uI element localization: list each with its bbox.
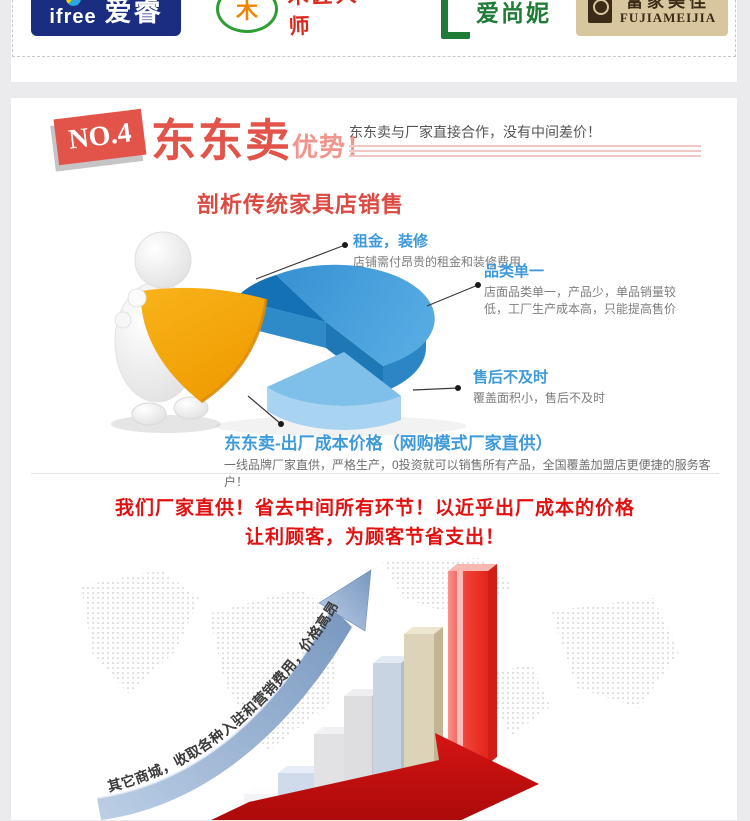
callout-desc: 店面品类单一，产品少，单品销量较低，工厂生产成本高，只能提高售价 <box>484 285 677 316</box>
brand-name-cn: 爱睿 <box>104 0 163 27</box>
section-subtitle: 东东卖与厂家直接合作，没有中间差价！ <box>349 124 601 140</box>
callout-title: 东东卖-出厂成本价格（网购模式厂家直供） <box>224 434 553 453</box>
brand-logo-aishin: AISHIN 爱尚妮 <box>441 0 571 39</box>
decorative-stripe-rule <box>349 145 701 157</box>
growth-arrow-blue <box>96 569 372 820</box>
brand-logo-mujiang-dashi: 木 木匠大师 <box>216 0 381 39</box>
section-divider <box>31 473 719 474</box>
bar-7-red-tallest <box>448 564 497 764</box>
brand-bar: ifree 爱睿 木 木匠大师 AISHIN 爱尚妮 富家美佳 FUJIAMEI… <box>10 0 738 83</box>
section-title: 东东卖优势！ <box>151 104 373 169</box>
person-hands <box>114 288 147 329</box>
person-head <box>134 231 192 289</box>
globe-sphere-icon <box>65 0 81 6</box>
brand-logo-row: ifree 爱睿 木 木匠大师 AISHIN 爱尚妮 富家美佳 FUJIAMEI… <box>11 0 737 39</box>
pie-orange-slice <box>140 287 268 404</box>
callout-factory-price: 东东卖-出厂成本价格（网购模式厂家直供） 一线品牌厂家直供，严格生产，0投资就可… <box>224 429 724 491</box>
red-forward-arrow <box>211 733 539 820</box>
promo-line2: 让利顾客，为顾客节省支出！ <box>244 527 505 548</box>
pie-light-slice <box>267 352 401 430</box>
ifree-wordmark: ifree <box>49 0 96 27</box>
callout-aftersale: 售后不及时 覆盖面积小，售后不及时 <box>473 366 605 407</box>
fujiameijia-wordmark: 富家美佳 FUJIAMEIJIA <box>620 0 716 25</box>
pie-dark-slice <box>235 275 326 322</box>
world-map-dots <box>81 558 679 752</box>
brand-logo-fujiameijia: 富家美佳 FUJIAMEIJIA <box>576 0 728 36</box>
section-title-text: 东东卖 <box>151 115 293 166</box>
callout-title: 品类单一 <box>484 263 545 280</box>
callout-title: 售后不及时 <box>473 369 549 386</box>
callout-desc: 一线品牌厂家直供，严格生产，0投资就可以销售所有产品，全国覆盖加盟店更便捷的服务… <box>224 458 711 489</box>
pie-chart-heading: 剖析传统家具店销售 <box>197 192 405 217</box>
green-bracket-icon <box>441 0 470 39</box>
callout-category: 品类单一 店面品类单一，产品少，单品销量较低，工厂生产成本高，只能提高售价 <box>484 260 689 318</box>
brand-logo-ifree: ifree 爱睿 <box>31 0 181 36</box>
callout-connectors <box>247 244 479 425</box>
pie-chart-graphic <box>111 231 481 436</box>
wood-character-mark: 木 <box>236 0 259 23</box>
pie-chart-figure: 租金，装修 店铺需付昂贵的租金和装修费用 品类单一 店面品类单一，产品少，单品销… <box>11 224 737 489</box>
medal-emblem-icon <box>587 0 612 23</box>
brand-name-cn: 爱尚妮 <box>476 0 551 26</box>
callout-desc: 覆盖面积小，售后不及时 <box>473 391 606 405</box>
aishin-wordmark: AISHIN 爱尚妮 <box>476 0 552 25</box>
brand-name-cn: 富家美佳 <box>625 0 710 11</box>
brand-bar-dashed-border <box>12 0 736 57</box>
advantage-section: NO.4 东东卖优势！ 东东卖与厂家直接合作，没有中间差价！ 剖析传统家具店销售 <box>10 97 738 821</box>
brand-name-cn: 木匠大师 <box>287 0 360 39</box>
callout-rent: 租金，装修 店铺需付昂贵的租金和装修费用 <box>353 230 521 271</box>
callout-desc: 店铺需付昂贵的租金和装修费用 <box>353 255 522 269</box>
pie-main-slice <box>235 264 435 392</box>
callout-dots <box>278 242 481 427</box>
growth-chart-graphic: 其它商城，收取各种入驻和营销费用，价格高昂 <box>81 558 679 820</box>
brand-name-en: ifree <box>49 6 97 28</box>
green-ellipse-icon: 木 <box>216 0 279 33</box>
section-number-badge: NO.4 <box>53 108 147 166</box>
person-shadow <box>111 415 221 433</box>
promo-text: 我们厂家直供！省去中间所有环节！以近乎出厂成本的价格 让利顾客，为顾客节省支出！ <box>11 494 737 552</box>
callout-title: 租金，装修 <box>353 233 429 250</box>
brand-name-en: FUJIAMEIJIA <box>619 10 717 26</box>
brand-name-en: AISHIN <box>476 0 552 1</box>
promo-line1: 我们厂家直供！省去中间所有环节！以近乎出厂成本的价格 <box>114 498 635 519</box>
growth-chart-figure: 其它商城，收取各种入驻和营销费用，价格高昂 <box>11 556 737 820</box>
bar-6-beige <box>404 627 443 782</box>
